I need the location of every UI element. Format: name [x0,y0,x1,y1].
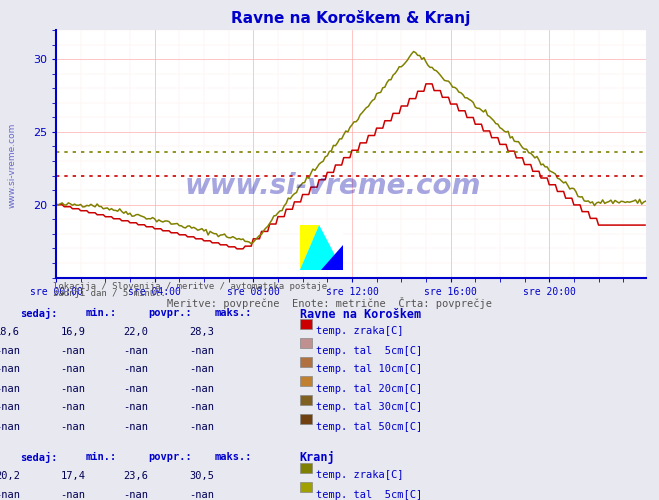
Text: sedaj:: sedaj: [20,452,57,462]
Text: maks.:: maks.: [214,308,252,318]
Text: Meritve: povprečne  Enote: metrične  Črta: povprečje: Meritve: povprečne Enote: metrične Črta:… [167,297,492,309]
Text: temp. tal  5cm[C]: temp. tal 5cm[C] [316,490,422,500]
Text: -nan: -nan [61,490,86,500]
Text: -nan: -nan [0,384,20,394]
Text: min.:: min.: [86,308,117,318]
Text: sedaj:: sedaj: [20,308,57,318]
Text: -nan: -nan [189,422,214,432]
Text: temp. tal 50cm[C]: temp. tal 50cm[C] [316,422,422,432]
Text: temp. tal 10cm[C]: temp. tal 10cm[C] [316,364,422,374]
Text: Ravne na Koroškem: Ravne na Koroškem [300,308,421,320]
Text: -nan: -nan [189,490,214,500]
Text: 20,2: 20,2 [0,470,20,480]
Text: -nan: -nan [189,364,214,374]
Text: -nan: -nan [0,402,20,412]
Text: -nan: -nan [61,422,86,432]
Text: povpr.:: povpr.: [148,308,192,318]
Polygon shape [322,245,343,270]
Text: 16,9: 16,9 [61,326,86,336]
Text: -nan: -nan [61,384,86,394]
Text: -nan: -nan [0,364,20,374]
Text: -nan: -nan [123,422,148,432]
Text: temp. zraka[C]: temp. zraka[C] [316,470,404,480]
Text: www.si-vreme.com: www.si-vreme.com [8,122,17,208]
Text: 17,4: 17,4 [61,470,86,480]
Text: -nan: -nan [0,490,20,500]
Text: 22,0: 22,0 [123,326,148,336]
Text: -nan: -nan [0,346,20,356]
Text: povpr.:: povpr.: [148,452,192,462]
Text: zadnji dan / 5 minut.: zadnji dan / 5 minut. [53,289,165,298]
Text: temp. tal 20cm[C]: temp. tal 20cm[C] [316,384,422,394]
Text: lokacija / Slovenija / meritve / avtomatska postaje.: lokacija / Slovenija / meritve / avtomat… [53,282,332,291]
Text: -nan: -nan [61,364,86,374]
Text: -nan: -nan [123,402,148,412]
Text: -nan: -nan [189,346,214,356]
Text: -nan: -nan [123,364,148,374]
Polygon shape [300,225,319,270]
Text: -nan: -nan [61,402,86,412]
Text: www.si-vreme.com: www.si-vreme.com [185,172,482,200]
Text: min.:: min.: [86,452,117,462]
Text: temp. zraka[C]: temp. zraka[C] [316,326,404,336]
Text: maks.:: maks.: [214,452,252,462]
Text: 28,3: 28,3 [189,326,214,336]
Text: 18,6: 18,6 [0,326,20,336]
Text: temp. tal  5cm[C]: temp. tal 5cm[C] [316,346,422,356]
Text: -nan: -nan [123,490,148,500]
Text: temp. tal 30cm[C]: temp. tal 30cm[C] [316,402,422,412]
Text: 30,5: 30,5 [189,470,214,480]
Text: -nan: -nan [0,422,20,432]
Text: -nan: -nan [123,384,148,394]
Text: -nan: -nan [189,384,214,394]
Title: Ravne na Koroškem & Kranj: Ravne na Koroškem & Kranj [231,10,471,26]
Text: Kranj: Kranj [300,452,335,464]
Text: -nan: -nan [123,346,148,356]
Polygon shape [300,225,343,270]
Text: -nan: -nan [61,346,86,356]
Text: 23,6: 23,6 [123,470,148,480]
Text: -nan: -nan [189,402,214,412]
